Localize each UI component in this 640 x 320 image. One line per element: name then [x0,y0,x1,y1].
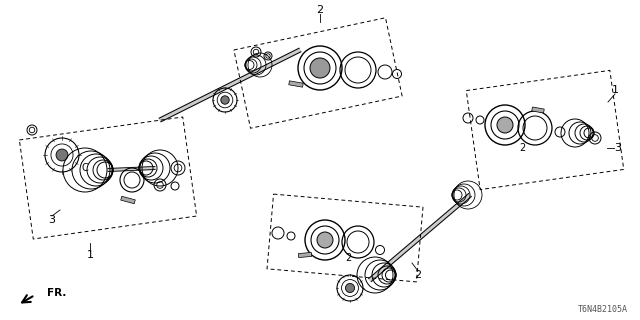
Text: 3: 3 [614,143,621,153]
Text: 2: 2 [345,253,351,263]
Text: 1: 1 [611,85,618,95]
Circle shape [346,284,355,292]
Polygon shape [159,48,301,122]
Text: 1: 1 [86,250,93,260]
Text: T6N4B2105A: T6N4B2105A [578,305,628,314]
Text: 2: 2 [316,5,324,15]
Circle shape [497,117,513,133]
Circle shape [310,58,330,78]
Text: 2: 2 [415,270,422,280]
Circle shape [317,232,333,248]
Polygon shape [532,107,544,113]
Polygon shape [369,194,471,282]
Text: C: C [82,163,88,173]
Polygon shape [108,166,155,172]
Circle shape [56,149,68,161]
Polygon shape [289,81,303,87]
Text: FR.: FR. [47,288,67,298]
Text: 2: 2 [519,143,525,153]
Text: 3: 3 [49,215,56,225]
Polygon shape [298,252,312,258]
Circle shape [221,96,229,104]
Polygon shape [121,196,135,204]
